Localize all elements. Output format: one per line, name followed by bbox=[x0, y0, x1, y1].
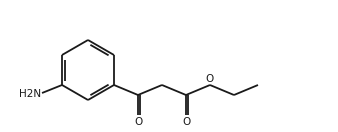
Text: O: O bbox=[206, 74, 214, 84]
Text: H2N: H2N bbox=[19, 89, 41, 99]
Text: O: O bbox=[135, 117, 143, 127]
Text: O: O bbox=[183, 117, 191, 127]
